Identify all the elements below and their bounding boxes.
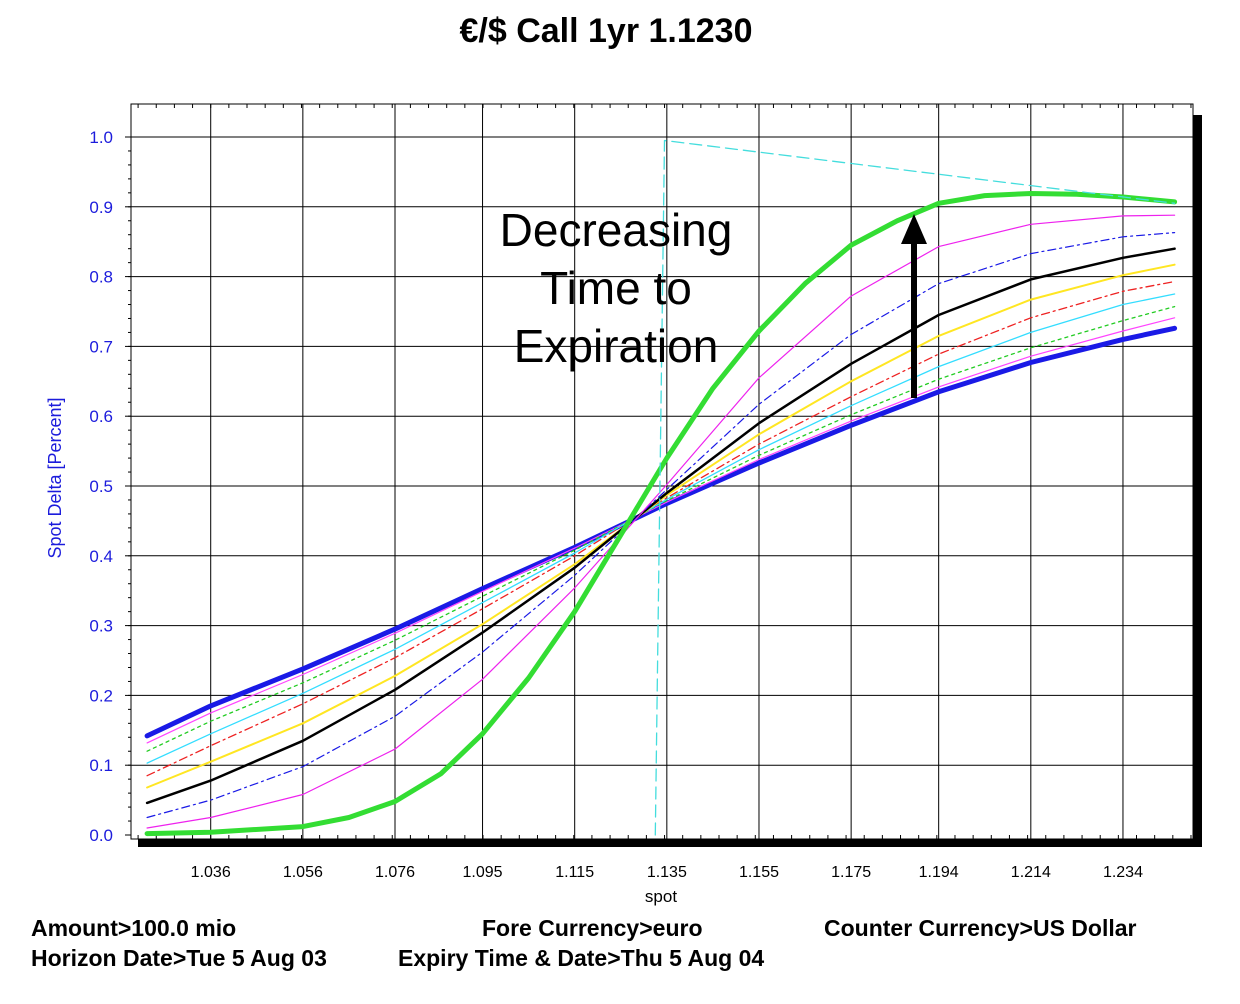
arrow-up-icon — [901, 214, 927, 398]
series-line-t3 — [146, 305, 1176, 752]
series-line-t7 — [145, 247, 1176, 805]
x-axis-ticks: 1.036 1.056 1.076 1.095 1.115 1.135 1.155 1.175… — [137, 104, 1192, 881]
footer-amount: Amount>100.0 mio — [31, 915, 237, 941]
y-tick-label: 1.0 — [89, 128, 113, 147]
x-tick-label: 1.135 — [647, 864, 687, 881]
annotation: Decreasing Time to Expiration — [500, 204, 733, 372]
x-tick-label: 1.115 — [555, 864, 594, 881]
x-axis-label: spot — [645, 887, 677, 906]
y-tick-label: 0.4 — [89, 547, 113, 566]
series-lines — [144, 139, 1178, 837]
x-tick-label: 1.056 — [283, 864, 323, 881]
x-tick-label: 1.155 — [739, 864, 779, 881]
series-line-t8 — [146, 232, 1176, 819]
plot-area — [130, 103, 1194, 840]
x-tick-label: 1.194 — [919, 864, 959, 881]
footer-expiry: Expiry Time & Date>Thu 5 Aug 04 — [398, 945, 765, 971]
footer-horizon-date: Horizon Date>Tue 5 Aug 03 — [31, 945, 327, 971]
y-axis-ticks: 0.0 0.1 0.2 0.3 0.4 0.5 0.6 0.7 0.8 0.9 1.0 — [89, 128, 131, 845]
y-tick-label: 0.8 — [89, 268, 113, 287]
series-line-t6 — [146, 263, 1176, 789]
series-line-shortest — [144, 191, 1178, 837]
y-tick-label: 0.9 — [89, 198, 113, 217]
series-line-t9 — [146, 214, 1176, 829]
footer-fore-currency: Fore Currency>euro — [482, 915, 703, 941]
footer-counter-currency: Counter Currency>US Dollar — [824, 915, 1137, 941]
x-tick-label: 1.214 — [1011, 864, 1051, 881]
y-tick-label: 0.7 — [89, 337, 113, 356]
y-tick-label: 0.2 — [89, 686, 113, 705]
x-tick-label: 1.175 — [831, 864, 871, 881]
annotation-line-1: Decreasing — [500, 204, 733, 256]
series-line-t5 — [146, 293, 1176, 764]
y-tick-label: 0.1 — [89, 756, 113, 775]
annotation-line-3: Expiration — [514, 320, 719, 372]
grid — [131, 104, 1193, 839]
series-line-longest — [144, 325, 1178, 739]
y-tick-label: 0.6 — [89, 407, 113, 426]
y-tick-label: 0.3 — [89, 617, 113, 636]
x-tick-label: 1.095 — [463, 864, 503, 881]
x-tick-label: 1.234 — [1103, 864, 1143, 881]
x-tick-label: 1.076 — [375, 864, 415, 881]
annotation-line-2: Time to — [540, 262, 692, 314]
series-line-t2 — [146, 317, 1176, 744]
y-tick-label: 0.0 — [89, 826, 113, 845]
series-line-t4 — [146, 280, 1176, 777]
chart-title: €/$ Call 1yr 1.1230 — [459, 12, 753, 50]
x-tick-label: 1.036 — [191, 864, 231, 881]
y-tick-label: 0.5 — [89, 477, 113, 496]
series-line-payoff-envelope — [654, 139, 1176, 836]
y-axis-label: Spot Delta [Percent] — [45, 397, 65, 558]
